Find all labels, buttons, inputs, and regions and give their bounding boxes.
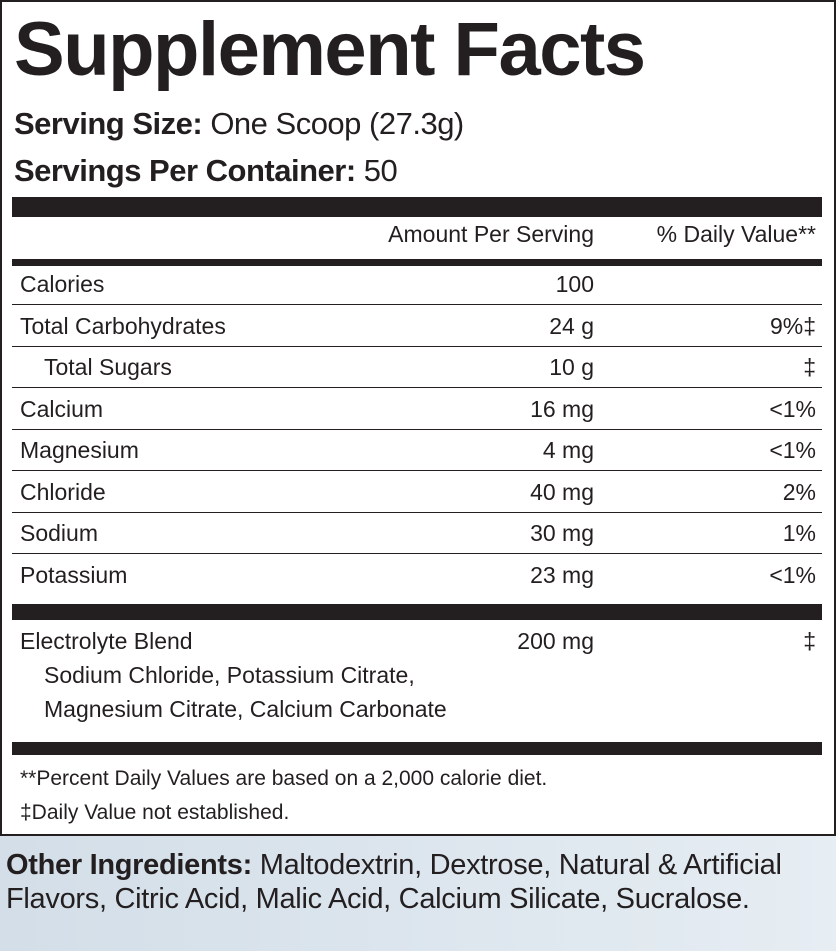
nutrient-amount: 100 [555, 271, 594, 297]
nutrient-row: Calcium 16 mg <1% [12, 389, 822, 430]
servings-per-container-label: Servings Per Container: [14, 153, 356, 188]
other-ingredients-label: Other Ingredients: [6, 849, 252, 881]
nutrient-dv: 9%‡ [769, 312, 816, 339]
nutrient-amount: 16 mg [530, 395, 594, 422]
medium-divider [12, 259, 822, 266]
blend-line-2: Magnesium Citrate, Calcium Carbonate [44, 696, 447, 722]
nutrient-dv: 1% [782, 520, 816, 546]
nutrient-row: Magnesium 4 mg <1% [12, 430, 822, 471]
thick-divider [12, 604, 822, 620]
nutrient-dv: ‡ [803, 354, 816, 380]
row-divider [12, 428, 822, 430]
serving-size: Serving Size: One Scoop (27.3g) [14, 106, 464, 142]
nutrient-amount: 10 g [549, 354, 594, 380]
row-divider [12, 511, 822, 513]
thick-divider [12, 742, 822, 755]
nutrient-amount: 4 mg [542, 437, 594, 463]
nutrient-name: Sodium [20, 520, 98, 546]
blend-dv: ‡ [803, 628, 816, 654]
row-divider [12, 470, 822, 471]
nutrient-row: Calories 100 [12, 264, 822, 305]
serving-size-value: One Scoop (27.3g) [210, 106, 464, 141]
dv-header: % Daily Value** [656, 221, 816, 247]
amount-header: Amount Per Serving [388, 221, 594, 247]
other-ingredients: Other Ingredients: Maltodextrin, Dextros… [6, 848, 826, 916]
servings-per-container: Servings Per Container: 50 [14, 153, 398, 189]
blend-line-1: Sodium Chloride, Potassium Citrate, [44, 662, 415, 688]
nutrient-name: Magnesium [20, 437, 139, 463]
supplement-facts-panel: Supplement Facts Serving Size: One Scoop… [0, 0, 836, 836]
blend-row: Electrolyte Blend 200 mg ‡ [12, 621, 822, 662]
servings-per-container-value: 50 [363, 153, 398, 188]
nutrient-name: Calcium [20, 395, 104, 422]
nutrient-row: Total Sugars 10 g ‡ [12, 347, 822, 388]
thick-divider [12, 197, 822, 217]
nutrient-row: Potassium 23 mg <1% [12, 555, 822, 596]
column-header: Amount Per Serving % Daily Value** [12, 214, 822, 255]
nutrient-name: Calories [20, 271, 105, 297]
blend-ingredients-line: Sodium Chloride, Potassium Citrate, [12, 655, 822, 696]
row-divider [12, 553, 822, 554]
nutrient-dv: <1% [769, 437, 816, 463]
row-divider [12, 304, 822, 305]
row-divider [12, 345, 822, 347]
nutrient-name: Total Sugars [44, 354, 172, 380]
nutrient-dv: 2% [782, 478, 816, 505]
panel-title: Supplement Facts [14, 7, 646, 92]
nutrient-amount: 30 mg [530, 520, 594, 546]
nutrient-row: Chloride 40 mg 2% [12, 472, 822, 513]
blend-name: Electrolyte Blend [20, 628, 193, 654]
nutrient-name: Potassium [20, 561, 128, 588]
nutrient-row: Total Carbohydrates 24 g 9%‡ [12, 306, 822, 347]
nutrient-dv: <1% [769, 561, 816, 588]
other-ingredients-value: Maltodextrin, Dextrose, Natural & Artifi… [6, 849, 782, 915]
footnote-dv: **Percent Daily Values are based on a 2,… [20, 767, 548, 790]
nutrient-amount: 24 g [549, 312, 594, 339]
blend-amount: 200 mg [517, 628, 594, 654]
nutrient-name: Total Carbohydrates [20, 312, 226, 339]
nutrient-amount: 40 mg [530, 478, 594, 505]
nutrient-dv: <1% [769, 395, 816, 422]
footnote-not-established: ‡Daily Value not established. [20, 801, 290, 824]
row-divider [12, 387, 822, 388]
serving-size-label: Serving Size: [14, 106, 203, 141]
nutrient-amount: 23 mg [530, 561, 594, 588]
nutrient-row: Sodium 30 mg 1% [12, 513, 822, 554]
blend-ingredients-line: Magnesium Citrate, Calcium Carbonate [12, 689, 822, 730]
nutrient-name: Chloride [20, 478, 106, 505]
